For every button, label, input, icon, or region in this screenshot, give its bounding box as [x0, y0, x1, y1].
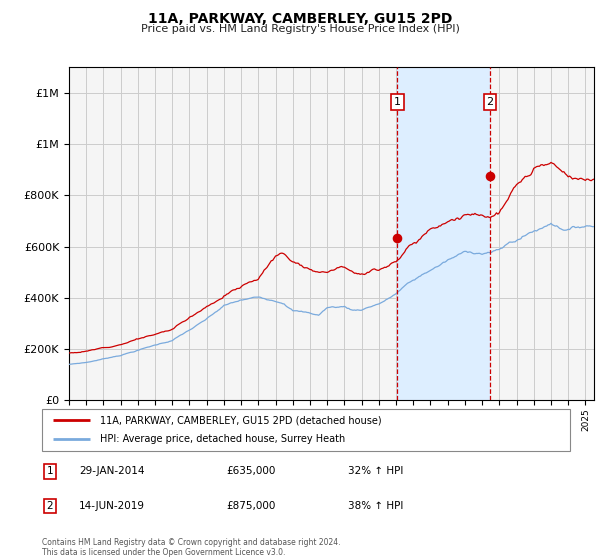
Text: 14-JUN-2019: 14-JUN-2019 — [79, 501, 145, 511]
Point — [392, 233, 402, 242]
FancyBboxPatch shape — [42, 409, 570, 451]
Text: HPI: Average price, detached house, Surrey Heath: HPI: Average price, detached house, Surr… — [100, 435, 346, 445]
Text: Price paid vs. HM Land Registry's House Price Index (HPI): Price paid vs. HM Land Registry's House … — [140, 24, 460, 34]
Text: 29-JAN-2014: 29-JAN-2014 — [79, 466, 145, 476]
Text: 1: 1 — [394, 97, 401, 107]
Text: 2: 2 — [487, 97, 494, 107]
Text: 32% ↑ HPI: 32% ↑ HPI — [348, 466, 404, 476]
Text: 2: 2 — [47, 501, 53, 511]
Text: 1: 1 — [47, 466, 53, 476]
Text: £875,000: £875,000 — [227, 501, 276, 511]
Point — [485, 172, 495, 181]
Text: £635,000: £635,000 — [227, 466, 276, 476]
Text: 11A, PARKWAY, CAMBERLEY, GU15 2PD: 11A, PARKWAY, CAMBERLEY, GU15 2PD — [148, 12, 452, 26]
Text: 11A, PARKWAY, CAMBERLEY, GU15 2PD (detached house): 11A, PARKWAY, CAMBERLEY, GU15 2PD (detac… — [100, 415, 382, 425]
Text: Contains HM Land Registry data © Crown copyright and database right 2024.
This d: Contains HM Land Registry data © Crown c… — [42, 538, 341, 557]
Text: 38% ↑ HPI: 38% ↑ HPI — [348, 501, 404, 511]
